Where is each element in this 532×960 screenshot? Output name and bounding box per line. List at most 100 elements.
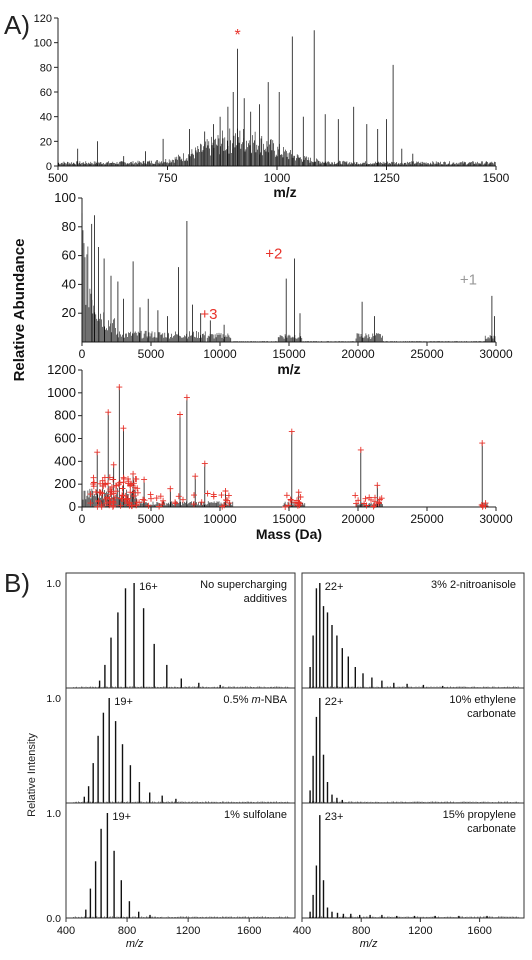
- peak-marker-169: [119, 485, 126, 492]
- y-tick-label: 1.0: [46, 693, 61, 705]
- peak-marker-227: [226, 500, 233, 507]
- x-tick-label: 25000: [410, 347, 444, 361]
- peak-marker-155: [175, 493, 182, 500]
- peak-marker-3: [110, 461, 117, 468]
- charge-state-label: 19+: [114, 696, 133, 708]
- y-tick-label: 800: [54, 408, 76, 423]
- peak-marker-212: [297, 494, 304, 500]
- x-tick-label: 800: [352, 925, 370, 937]
- x-tick-label: 25000: [410, 512, 444, 526]
- peak-marker-139: [287, 496, 294, 503]
- y-tick-label: 0: [69, 499, 76, 514]
- x-axis-title: m/z: [126, 938, 144, 950]
- noise-trace: [57, 128, 496, 166]
- peak-marker-122: [362, 495, 369, 502]
- y-tick-label: 400: [54, 453, 76, 468]
- chart-a1: 500 750 1000 1250 1500 0 20 40 60 80 100 120 m/z *: [34, 13, 510, 200]
- charge-state-label: 16+: [139, 581, 158, 593]
- peak-marker-220: [125, 476, 131, 482]
- peak-marker-180: [295, 499, 302, 506]
- peak-marker-163: [204, 490, 211, 497]
- annotation-2: +1: [460, 271, 477, 288]
- annotation-0: +3: [200, 306, 217, 323]
- peak-marker-249: [372, 494, 378, 501]
- peak-marker-179: [118, 495, 125, 502]
- peak-marker-9: [177, 411, 183, 418]
- x-tick-label: 400: [57, 925, 75, 937]
- peak-marker-171: [122, 492, 129, 499]
- peak-marker-229: [87, 491, 94, 498]
- peak-marker-234: [172, 500, 179, 507]
- charge-state-label: 22+: [325, 696, 344, 708]
- y-tick-label: 1200: [47, 362, 76, 377]
- y-tick-label: 40: [62, 276, 76, 291]
- peak-marker-213: [296, 499, 303, 506]
- peak-marker-8: [167, 485, 174, 492]
- y-tick-label: 0: [46, 161, 52, 173]
- peak-marker-226: [117, 502, 124, 509]
- peak-marker-210: [116, 479, 123, 486]
- peak-marker-211: [115, 481, 122, 488]
- chart-b4: 22+ 3% 2-nitroanisole: [301, 572, 525, 689]
- peak-marker-219: [102, 496, 109, 503]
- x-axis-title: Mass (Da): [256, 526, 322, 542]
- shared-ylabel-b: Relative Intensity: [26, 733, 38, 817]
- peak-marker-235: [136, 499, 143, 506]
- peak-marker-102: [112, 494, 119, 501]
- chart-b5: 22+ 10% ethylene carbonate: [301, 687, 525, 804]
- peak-marker-142: [145, 502, 152, 509]
- peak-marker-181: [153, 495, 160, 502]
- peak-marker-243: [190, 501, 197, 508]
- x-tick-label: 20000: [341, 512, 375, 526]
- peak-marker-242: [94, 503, 101, 510]
- y-tick-label: 20: [40, 136, 52, 148]
- x-tick-label: 1200: [176, 925, 200, 937]
- peak-marker-161: [355, 497, 362, 504]
- x-tick-label: 1600: [237, 925, 261, 937]
- peak-marker-206: [92, 489, 99, 495]
- peak-marker-4: [116, 384, 123, 391]
- panel-b-label: B): [4, 568, 30, 598]
- peak-marker-159: [98, 502, 105, 508]
- noise-trace: [81, 213, 496, 342]
- peak-marker-245: [125, 495, 132, 502]
- x-tick-label: 500: [48, 171, 68, 185]
- peak-marker-217: [127, 482, 134, 488]
- peak-marker-7: [141, 476, 148, 483]
- peak-marker-214: [210, 493, 217, 500]
- chart-b6: 23+ 15% propylene carbonate 400 800 1200 1600 m…: [293, 802, 525, 950]
- peak-marker-0: [94, 449, 101, 456]
- peak-marker-14: [288, 428, 295, 435]
- y-tick-label: 0.0: [46, 913, 61, 925]
- peak-marker-16: [357, 446, 364, 453]
- y-tick-label: 120: [34, 13, 52, 25]
- x-tick-label: 800: [118, 925, 136, 937]
- peak-marker-238: [90, 474, 97, 481]
- condition-line-0: 0.5% m-NBA: [223, 694, 287, 706]
- charge-state-label: 23+: [325, 811, 344, 823]
- peak-marker-207: [478, 502, 485, 508]
- condition-line-0: No supercharging: [200, 579, 287, 591]
- y-tick-label: 100: [54, 190, 76, 205]
- peak-marker-244: [120, 479, 127, 486]
- peak-marker-104: [157, 493, 164, 500]
- y-tick-label: 80: [62, 219, 76, 234]
- peak-marker-134: [141, 497, 148, 504]
- peak-marker-216: [133, 502, 140, 509]
- x-tick-label: 1000: [264, 171, 291, 185]
- peak-marker-15: [295, 489, 302, 496]
- peak-marker-233: [370, 503, 377, 510]
- condition-line-1: additives: [244, 593, 288, 605]
- peak-marker-196: [112, 482, 119, 489]
- y-tick-label: 100: [34, 38, 52, 50]
- peak-marker-6: [130, 470, 137, 477]
- charge-state-label: 22+: [325, 581, 344, 593]
- peak-marker-209: [180, 496, 186, 503]
- peak-marker-223: [134, 485, 141, 492]
- peak-marker-218: [109, 503, 116, 510]
- x-tick-label: 0: [79, 512, 86, 526]
- peak-marker-162: [352, 492, 359, 499]
- y-tick-label: 1000: [47, 385, 76, 400]
- peak-marker-135: [160, 497, 167, 504]
